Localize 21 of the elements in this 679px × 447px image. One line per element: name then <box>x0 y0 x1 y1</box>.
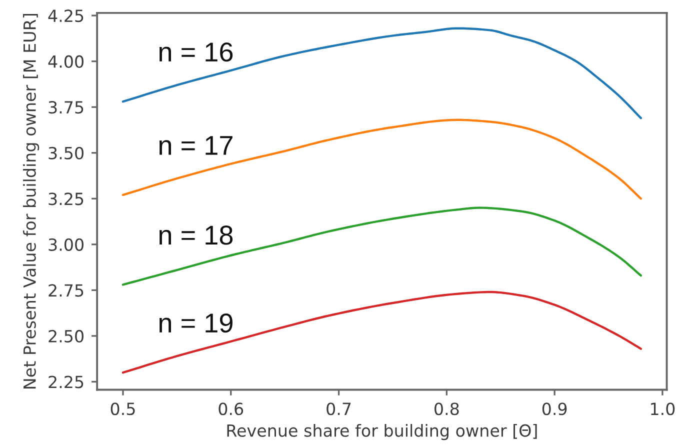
series-label: n = 16 <box>160 42 233 62</box>
y-tick-label: 2.25 <box>48 376 84 388</box>
x-tick-label: 0.5 <box>110 402 135 416</box>
x-tick-label: 1.0 <box>651 402 675 416</box>
x-tick-label: 0.9 <box>542 402 567 416</box>
series-label: n = 17 <box>160 136 232 155</box>
y-tick-label: 3.75 <box>48 101 84 114</box>
x-axis-title: Revenue share for building owner [Θ] <box>227 424 537 440</box>
y-axis-title: Net Present Value for building owner [M EUR] <box>23 14 40 388</box>
x-tick-label: 0.6 <box>218 402 244 416</box>
y-tick-label: 2.75 <box>48 284 84 297</box>
y-tick-label: 4.00 <box>48 55 84 68</box>
y-tick-label: 3.50 <box>48 146 84 160</box>
series-label: n = 18 <box>160 226 233 245</box>
y-tick-label: 3.00 <box>48 238 84 251</box>
y-tick-label: 2.50 <box>48 330 84 343</box>
x-tick-label: 0.7 <box>326 402 351 416</box>
series-label: n = 19 <box>160 313 232 333</box>
x-tick-label: 0.8 <box>434 402 459 416</box>
y-tick-label: 3.25 <box>48 192 84 206</box>
y-tick-label: 4.25 <box>48 9 84 22</box>
